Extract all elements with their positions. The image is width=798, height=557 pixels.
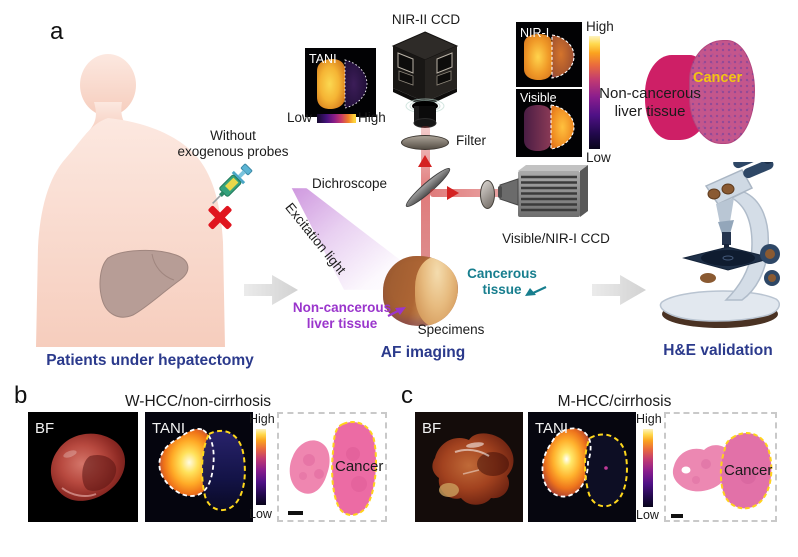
panel-b-label: b [14,382,28,409]
tani-label-b: TANI [152,420,185,437]
specimen-cancerous-lobe [414,256,458,326]
tissue-illustration: Cancer [643,38,755,144]
specimens-label: Specimens [417,322,485,337]
bf-image-b: BF [28,412,138,522]
panel-b-title: W-HCC/non-cirrhosis [124,393,272,410]
panel-c-title: M-HCC/cirrhosis [557,393,672,410]
visible-ccd-camera-icon [498,165,588,217]
cancerous-arrow-icon [525,286,547,296]
nir1-cancer-outline [551,34,575,79]
low-label-b: Low [249,507,272,521]
flow-arrow-1-icon [244,275,298,305]
tani-c-cancer-outline [584,433,628,508]
nir2-camera-label: NIR-II CCD [391,12,461,27]
emission-beam-horizontal [430,189,508,197]
relay-lens-icon [480,180,495,209]
tani-low-label: Low [287,110,312,125]
high-label-b: High [249,412,275,426]
syringe-icon [212,163,253,204]
patients-caption: Patients under hepatectomy [46,352,254,369]
without-probes-text: Without exogenous probes [177,128,289,160]
cancer-label-b: Cancer [335,458,384,475]
tani-inset-cancer-outline [344,59,368,109]
panel-a-label: a [50,18,64,45]
tani-inset-image: TANI [305,48,376,117]
visible-camera-label: Visible/NIR-I CCD [502,231,610,246]
cancer-label-c: Cancer [724,462,773,479]
visible-cancer-outline [550,104,575,150]
patient-body-icon [36,54,225,347]
microscope-icon [659,162,781,328]
scale-bar-c [671,514,683,518]
tani-inset-label: TANI [309,52,337,66]
filter-label: Filter [456,133,486,148]
high-label-c: High [636,412,662,426]
nir1-inset-label: NIR-I [520,26,549,40]
tissue-cancer-label: Cancer [693,70,743,86]
tani-colorbar-horizontal [317,114,356,123]
bf-label-b: BF [35,420,54,437]
eyepieces [733,162,774,179]
tani-b-noncancer-outline [158,428,215,497]
colorbar-high-label: High [586,19,614,34]
dichroscope-label: Dichroscope [312,176,388,191]
cancerous-tissue-label: Cancerous tissue [467,266,537,298]
nir1-inset-image: NIR-I [516,22,582,87]
he-image-c: Cancer [664,412,777,522]
filter-lens-icon [401,135,449,150]
tissue-text: Non-cancerous liver tissue [599,85,701,120]
visible-inset-label: Visible [520,91,557,105]
he-validation-caption: H&E validation [663,342,773,359]
he-image-b: Cancer [277,412,387,522]
noncancerous-arrow-icon [387,307,406,317]
visible-inset-image: Visible [516,89,582,157]
tani-label-c: TANI [535,420,568,437]
specimen-illustration [383,256,458,326]
noncancerous-tissue-label: Non-cancerous liver tissue [292,300,392,332]
red-cross-icon [205,202,235,232]
tissue-cancer-region [689,40,755,144]
panel-c-label: c [401,382,413,409]
bf-label-c: BF [422,420,441,437]
af-imaging-caption: AF imaging [380,344,466,361]
af-colorbar-vertical [589,36,600,149]
tani-image-c: TANI [528,412,636,522]
liver-icon [99,249,189,318]
he-b-cancer-outline [331,421,377,516]
tani-c-noncancer-outline [541,427,592,498]
scale-bar-b [288,511,303,515]
tani-image-b: TANI [145,412,253,522]
bf-image-c: BF [415,412,523,522]
flow-arrow-2-icon [592,275,646,305]
low-label-c: Low [636,508,659,522]
he-c-cancer-outline [719,432,773,510]
he-tissue-c [672,432,773,510]
colorbar-c [643,429,653,507]
he-tissue-b [289,421,377,516]
tani-high-label: High [358,110,386,125]
beam-arrow-right-icon [447,186,459,200]
colorbar-b [256,429,266,505]
beam-arrow-up-icon [418,155,432,167]
nir2-ccd-camera-icon [391,31,459,128]
emission-beam-vertical [421,126,430,268]
colorbar-low-label: Low [586,150,611,165]
tani-b-cancer-outline [201,429,246,512]
